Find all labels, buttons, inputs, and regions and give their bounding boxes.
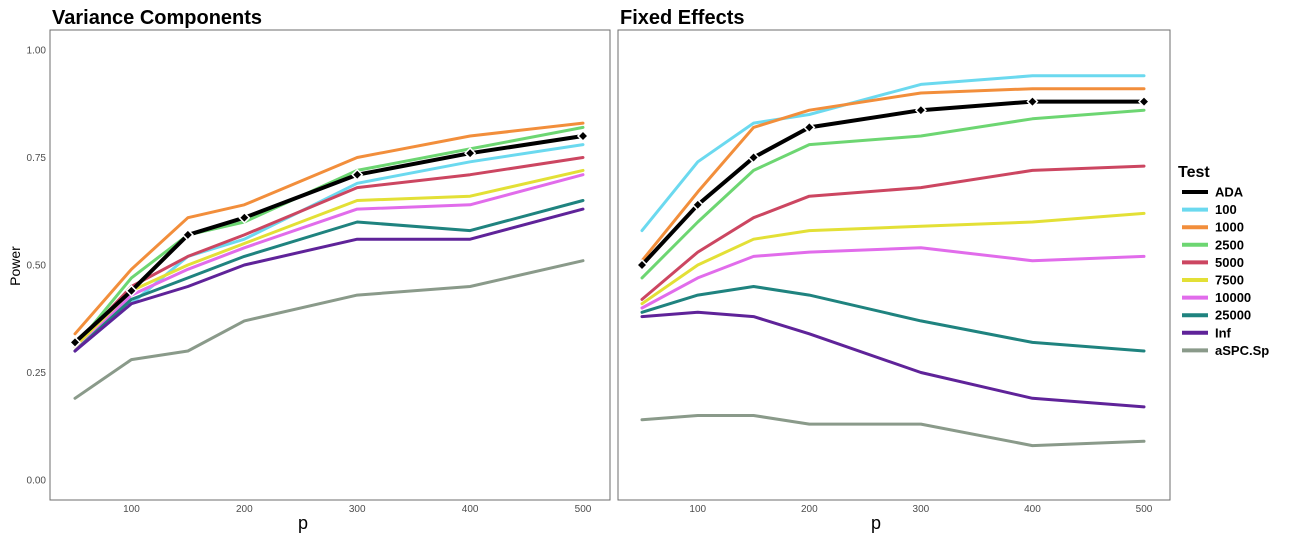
series-point-ada xyxy=(747,151,760,164)
series-point-ada xyxy=(464,147,477,160)
series-point-ada xyxy=(914,104,927,117)
legend-label: 10000 xyxy=(1215,290,1251,305)
legend-label: Inf xyxy=(1215,325,1232,340)
series-point-ada xyxy=(68,336,82,349)
series-line-25000 xyxy=(73,199,585,353)
y-axis-label: Power xyxy=(7,246,23,286)
y-tick-label: 0.50 xyxy=(27,261,47,272)
x-tick-label: 300 xyxy=(913,504,930,515)
series-line-25000 xyxy=(640,285,1146,353)
series-line-1000 xyxy=(640,87,1146,263)
x-axis-label-right: p xyxy=(871,513,881,533)
panel-fixed-effects: Fixed Effects p 100 200 300 400 500 xyxy=(617,7,1171,533)
x-tick-label: 500 xyxy=(1136,504,1153,515)
legend-label: 5000 xyxy=(1215,255,1244,270)
x-tick-label: 200 xyxy=(801,504,818,515)
x-axis-label-left: p xyxy=(298,513,308,533)
series-point-ada xyxy=(125,284,138,297)
x-tick-label: 100 xyxy=(123,504,140,515)
panel-variance-components: Variance Components Power p 0.00 0.25 0.50… xyxy=(7,7,611,533)
x-tick-label: 200 xyxy=(236,504,253,515)
x-tick-label: 500 xyxy=(575,504,592,515)
series-point-ada xyxy=(576,129,590,143)
x-tick-label: 100 xyxy=(689,504,706,515)
series-point-ada xyxy=(181,228,194,241)
plot-area-left xyxy=(49,29,611,501)
x-tick-label: 400 xyxy=(1024,504,1041,515)
series-line-inf xyxy=(73,207,585,353)
series-lines-left xyxy=(68,121,590,400)
series-line-5000 xyxy=(640,164,1146,301)
series-line-aspc-sp xyxy=(73,259,585,400)
series-point-ada xyxy=(351,168,364,181)
legend-label: 100 xyxy=(1215,202,1237,217)
series-line-aspc-sp xyxy=(640,414,1146,448)
series-line-7500 xyxy=(640,211,1146,306)
legend-label: 2500 xyxy=(1215,237,1244,252)
y-tick-label: 0.75 xyxy=(27,153,47,164)
legend-items: ADA 100 1000 2500 5000 7500 10000 25000 Inf aSPC.… xyxy=(1182,185,1269,358)
series-line-1000 xyxy=(73,121,585,336)
y-tick-label: 0.00 xyxy=(27,476,47,487)
series-lines-right xyxy=(635,74,1151,448)
legend: Test ADA 100 1000 2500 5000 7500 10000 25000 Inf… xyxy=(1178,164,1269,358)
series-line-10000 xyxy=(640,246,1146,310)
x-tick-label: 400 xyxy=(462,504,479,515)
legend-label: 7500 xyxy=(1215,273,1244,288)
series-line-inf xyxy=(640,310,1146,409)
panel-title-fixed-effects: Fixed Effects xyxy=(620,7,744,29)
legend-label: ADA xyxy=(1215,185,1244,200)
y-tick-label: 0.25 xyxy=(27,368,47,379)
series-point-ada xyxy=(1137,95,1151,108)
series-line-2500 xyxy=(640,108,1146,280)
panel-title-variance-components: Variance Components xyxy=(52,7,262,29)
legend-title: Test xyxy=(1178,164,1210,181)
series-line-100 xyxy=(640,74,1146,233)
legend-label: 25000 xyxy=(1215,308,1251,323)
x-tick-labels-right: 100 200 300 400 500 xyxy=(689,504,1152,515)
series-point-ada xyxy=(238,211,251,224)
legend-label: 1000 xyxy=(1215,220,1244,235)
y-tick-label: 1.00 xyxy=(27,46,47,57)
x-tick-labels-left: 100 200 300 400 500 xyxy=(123,504,592,515)
series-point-ada xyxy=(691,198,704,211)
series-point-ada xyxy=(1026,95,1039,108)
x-tick-label: 300 xyxy=(349,504,366,515)
plot-area-right xyxy=(617,29,1171,501)
series-point-ada xyxy=(635,258,649,272)
y-tick-labels-left: 0.00 0.25 0.50 0.75 1.00 xyxy=(27,46,47,487)
series-point-ada xyxy=(803,121,816,134)
legend-label: aSPC.Sp xyxy=(1215,343,1269,358)
